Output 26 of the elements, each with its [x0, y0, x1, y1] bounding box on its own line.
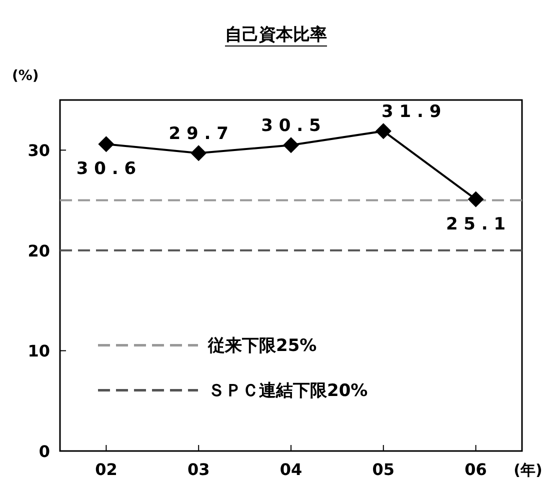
- x-tick-label: 02: [95, 460, 118, 479]
- data-label: 2 9 . 7: [168, 124, 228, 144]
- x-tick-label: 04: [280, 460, 302, 479]
- y-tick-label: 20: [28, 241, 50, 260]
- point: [468, 191, 484, 208]
- legend-label: ＳＰＣ連結下限20%: [208, 381, 368, 401]
- ylabel: (%): [12, 68, 39, 84]
- data-label: 2 5 . 1: [446, 214, 506, 234]
- xlabel: (年): [514, 461, 542, 479]
- y-tick-label: 10: [28, 342, 50, 361]
- data-label: 3 0 . 6: [76, 159, 136, 180]
- y-tick-label: 0: [38, 442, 50, 461]
- x-tick-label: 06: [464, 460, 487, 479]
- point: [375, 123, 392, 140]
- point: [98, 136, 114, 152]
- point: [283, 137, 299, 154]
- point: [190, 145, 207, 162]
- legend-item: ＳＰＣ連結下限20%: [98, 381, 368, 401]
- title: 自己資本比率: [225, 25, 327, 45]
- data-label: 3 0 . 5: [261, 116, 321, 136]
- x-tick-label: 03: [187, 460, 210, 479]
- legend-label: 従来下限25%: [207, 336, 317, 356]
- legend-item: 従来下限25%: [98, 336, 317, 356]
- data-label: 3 1 . 9: [382, 102, 442, 122]
- x-tick-label: 05: [372, 460, 395, 479]
- y-tick-label: 30: [28, 141, 50, 160]
